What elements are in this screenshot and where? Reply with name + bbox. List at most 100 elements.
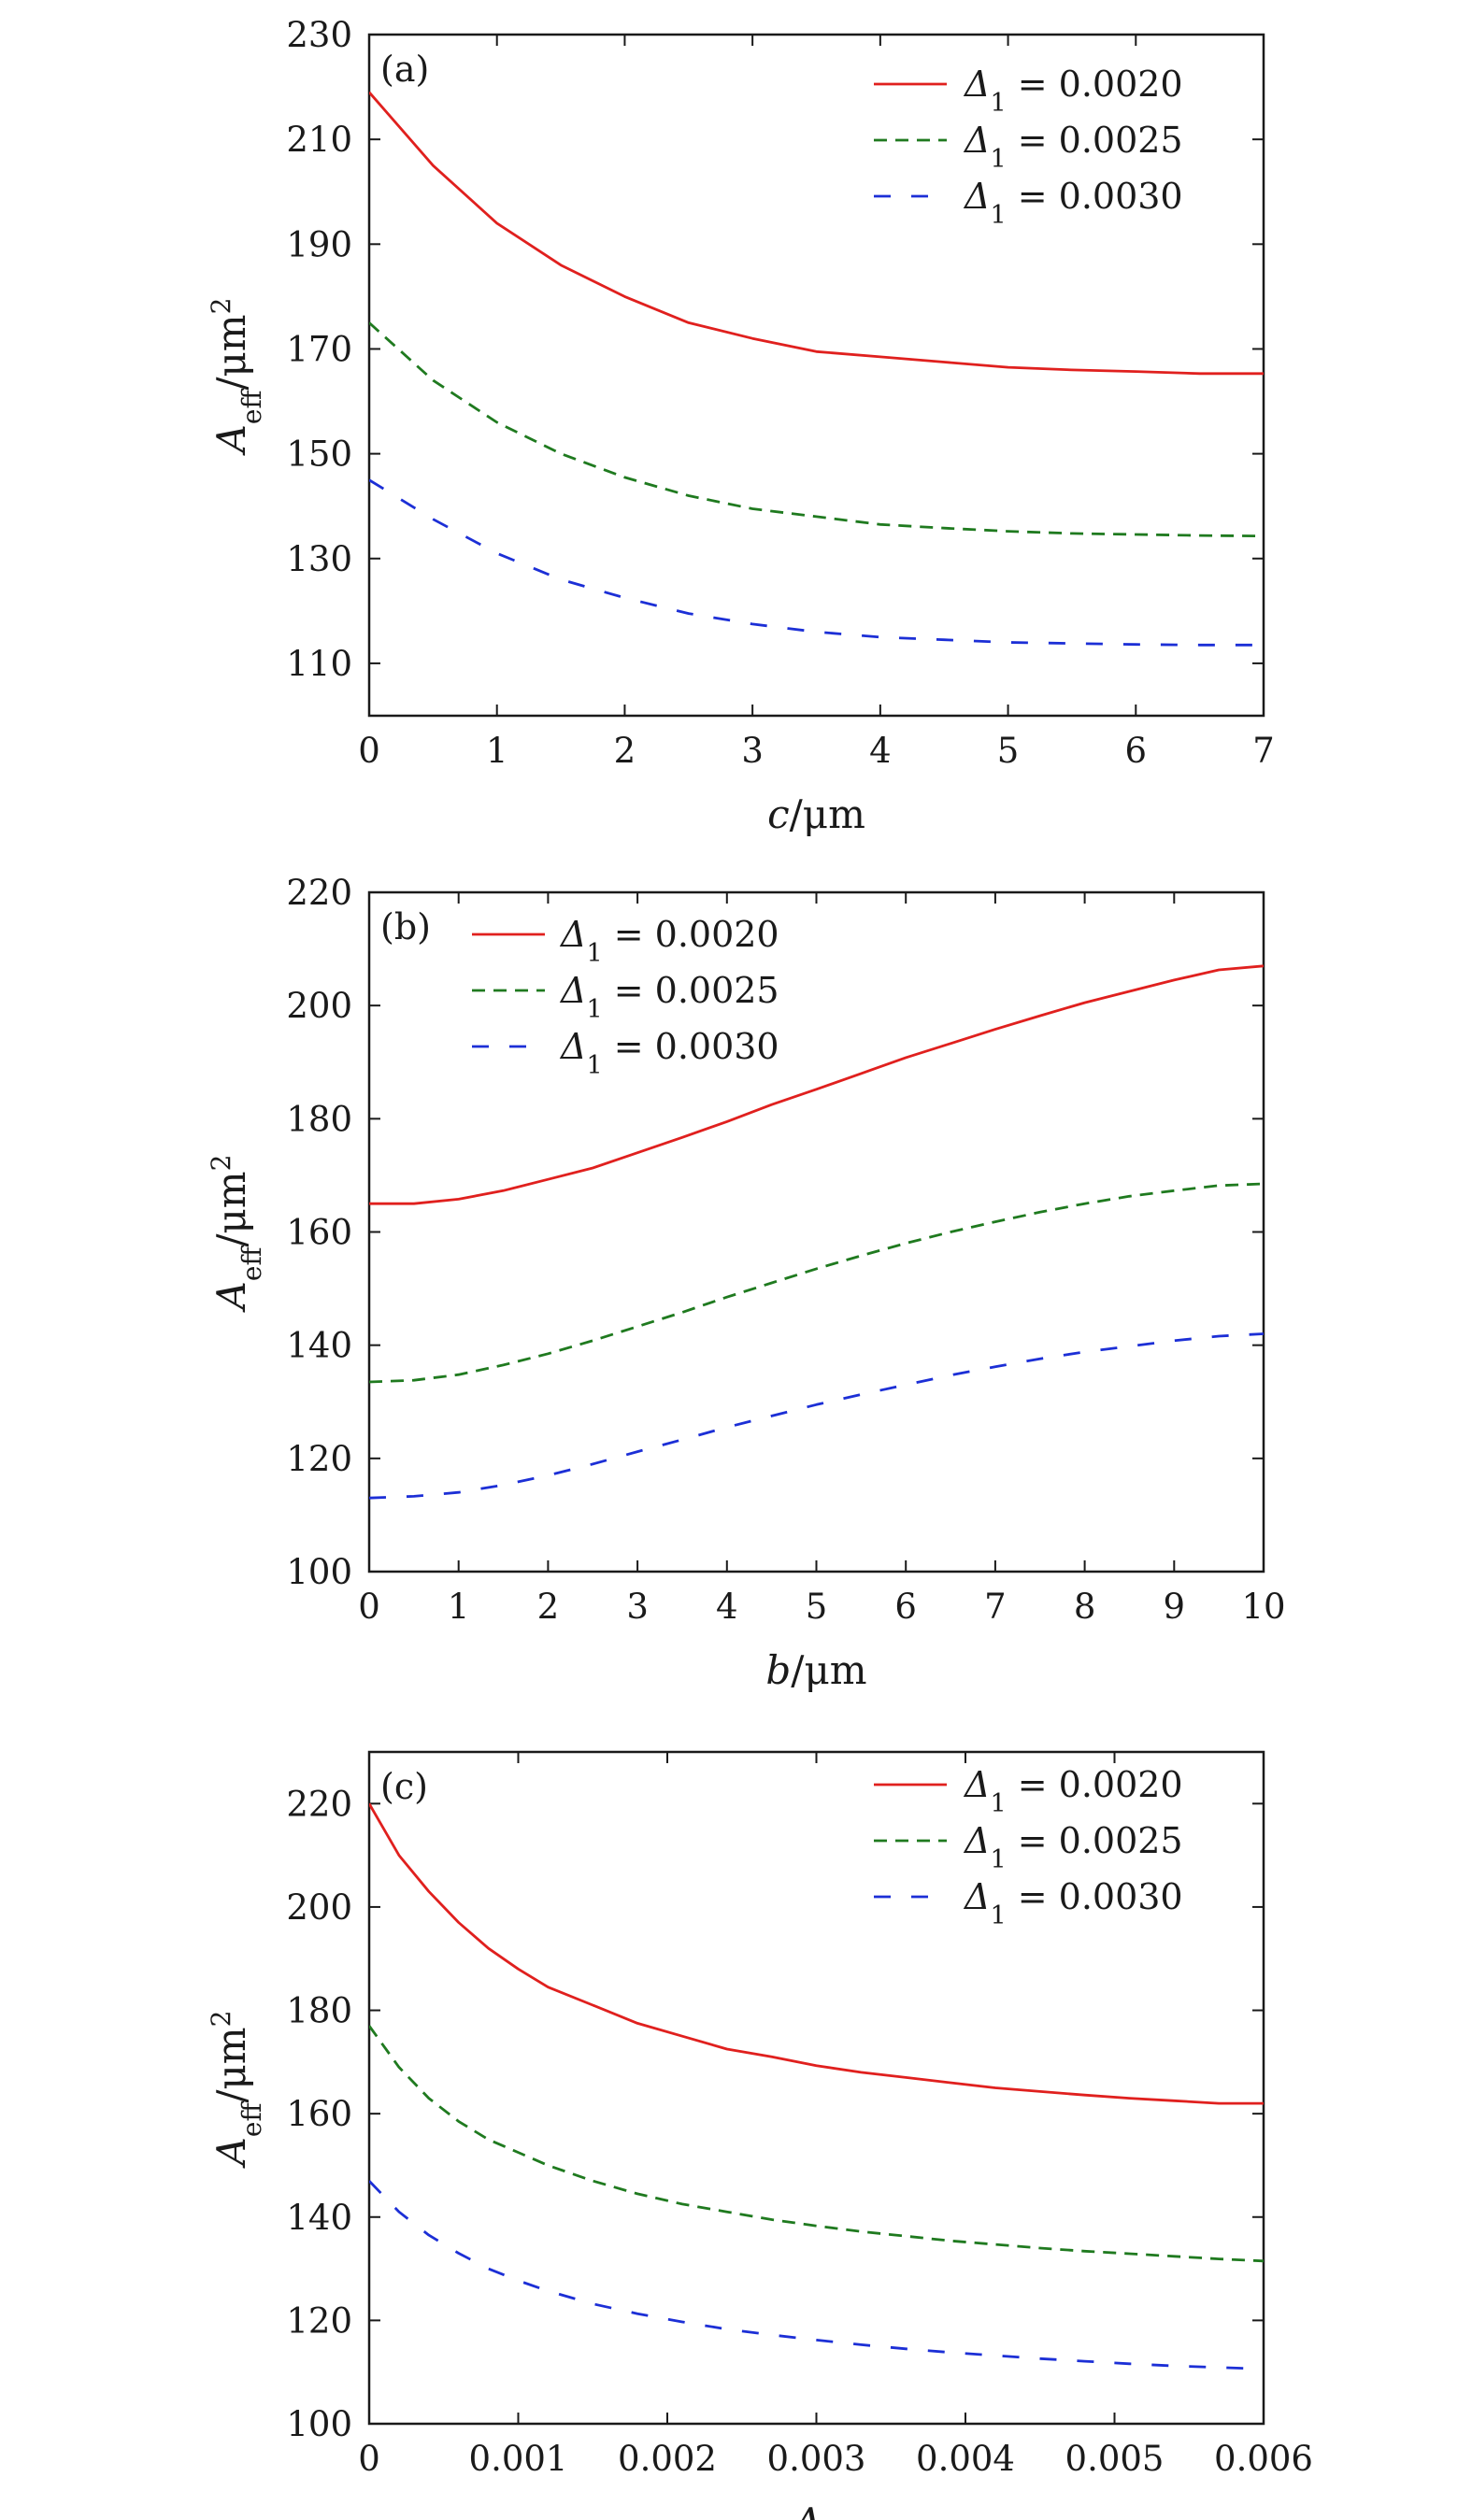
legend-value: = 0.0020 bbox=[1007, 64, 1183, 105]
x-tick-label: 6 bbox=[1125, 731, 1148, 771]
x-tick-label: 6 bbox=[894, 1587, 917, 1627]
legend-sub: 1 bbox=[990, 89, 1006, 118]
legend-value: = 0.0020 bbox=[603, 914, 779, 955]
legend-value: = 0.0025 bbox=[603, 970, 779, 1011]
y-axis-var: A bbox=[208, 424, 254, 456]
chart-panel-1: 0 1 2 3 4 5 6 7110130150170190210230(a)c/μmAeff… bbox=[206, 15, 1275, 837]
x-tick-label: 4 bbox=[716, 1587, 738, 1627]
legend-label-2: Δ1 = 0.0025 bbox=[963, 120, 1183, 174]
legend-value: = 0.0030 bbox=[1007, 1876, 1183, 1917]
legend-sub: 1 bbox=[990, 145, 1006, 174]
legend-label-1: Δ1 = 0.0020 bbox=[963, 1764, 1183, 1818]
legend-var: Δ bbox=[559, 970, 586, 1011]
series-line-1 bbox=[369, 964, 1264, 1205]
y-tick-label: 120 bbox=[286, 1439, 352, 1479]
y-axis-sub: eff bbox=[236, 389, 267, 425]
series-line-1 bbox=[369, 1802, 1264, 2105]
y-tick-label: 160 bbox=[286, 2094, 352, 2134]
y-axis-unit: /μm bbox=[208, 2027, 254, 2102]
series-line-2 bbox=[369, 2025, 1264, 2263]
legend-value: = 0.0025 bbox=[1007, 1820, 1183, 1861]
y-axis-unit: /μm bbox=[208, 314, 254, 390]
y-axis-var: A bbox=[208, 2137, 254, 2169]
x-tick-label: 0.003 bbox=[767, 2439, 866, 2479]
y-axis-label: Aeff/μm2 bbox=[206, 1155, 267, 1314]
legend-var: Δ bbox=[963, 176, 990, 217]
legend-sub: 1 bbox=[990, 1845, 1006, 1874]
y-tick-label: 140 bbox=[286, 2198, 352, 2238]
series-line-3 bbox=[369, 1332, 1264, 1500]
x-axis-unit: /μm bbox=[791, 1647, 866, 1693]
y-tick-label: 100 bbox=[286, 2404, 352, 2444]
legend-label-1: Δ1 = 0.0020 bbox=[559, 914, 779, 968]
x-axis-var: Δ bbox=[792, 2499, 822, 2520]
x-tick-label: 7 bbox=[1252, 731, 1275, 771]
y-axis-sup: 2 bbox=[206, 1155, 236, 1172]
x-tick-label: 0.001 bbox=[469, 2439, 568, 2479]
x-tick-label: 2 bbox=[537, 1587, 560, 1627]
legend-value: = 0.0030 bbox=[603, 1026, 779, 1067]
plot-frame bbox=[367, 33, 1265, 718]
y-tick-label: 180 bbox=[286, 1991, 352, 2031]
x-tick-label: 2 bbox=[614, 731, 636, 771]
y-axis-label: Aeff/μm2 bbox=[206, 298, 267, 457]
panel-label: (a) bbox=[380, 49, 429, 90]
legend-value: = 0.0020 bbox=[1007, 1764, 1183, 1805]
x-tick-label: 9 bbox=[1164, 1587, 1186, 1627]
panel-label: (b) bbox=[380, 906, 431, 947]
legend-var: Δ bbox=[963, 64, 990, 105]
legend-var: Δ bbox=[963, 1876, 990, 1917]
y-tick-label: 100 bbox=[286, 1552, 352, 1592]
legend-var: Δ bbox=[559, 1026, 586, 1067]
y-tick-label: 110 bbox=[286, 644, 352, 684]
series-line-1 bbox=[369, 91, 1264, 376]
legend-value: = 0.0030 bbox=[1007, 176, 1183, 217]
y-tick-label: 130 bbox=[286, 539, 352, 579]
legend-var: Δ bbox=[963, 1820, 990, 1861]
y-tick-label: 200 bbox=[286, 1887, 352, 1928]
x-tick-label: 0.004 bbox=[916, 2439, 1015, 2479]
legend-var: Δ bbox=[963, 1764, 990, 1805]
x-tick-label: 8 bbox=[1074, 1587, 1096, 1627]
legend-label-3: Δ1 = 0.0030 bbox=[963, 1876, 1183, 1930]
x-tick-label: 0 bbox=[358, 2439, 380, 2479]
legend-sub: 1 bbox=[586, 939, 602, 968]
y-tick-label: 190 bbox=[286, 224, 352, 264]
x-tick-label: 3 bbox=[741, 731, 764, 771]
legend-sub: 1 bbox=[990, 1901, 1006, 1930]
x-tick-label: 0 bbox=[358, 1587, 380, 1627]
panel-label: (c) bbox=[380, 1766, 428, 1807]
x-axis-unit: /μm bbox=[790, 791, 865, 837]
x-tick-label: 0.002 bbox=[618, 2439, 717, 2479]
x-tick-label: 0.006 bbox=[1214, 2439, 1313, 2479]
y-tick-label: 220 bbox=[286, 873, 352, 913]
y-tick-label: 160 bbox=[286, 1213, 352, 1253]
y-tick-label: 170 bbox=[286, 329, 352, 369]
x-axis-label: c/μm bbox=[767, 791, 865, 837]
series-line-3 bbox=[369, 478, 1264, 647]
legend-value: = 0.0025 bbox=[1007, 120, 1183, 161]
y-tick-label: 180 bbox=[286, 1099, 352, 1139]
x-tick-label: 5 bbox=[997, 731, 1020, 771]
legend-sub: 1 bbox=[990, 1789, 1006, 1818]
legend-var: Δ bbox=[559, 914, 586, 955]
legend-label-2: Δ1 = 0.0025 bbox=[963, 1820, 1183, 1874]
y-tick-label: 140 bbox=[286, 1326, 352, 1366]
x-tick-label: 7 bbox=[984, 1587, 1007, 1627]
y-tick-label: 120 bbox=[286, 2300, 352, 2341]
y-tick-label: 220 bbox=[286, 1784, 352, 1824]
y-tick-label: 150 bbox=[286, 434, 352, 475]
chart-panel-3: 0 0.001 0.002 0.003 0.004 0.005 0.006 100 120 140… bbox=[206, 1750, 1313, 2520]
y-axis-label: Aeff/μm2 bbox=[206, 2011, 267, 2170]
x-tick-label: 10 bbox=[1241, 1587, 1285, 1627]
chart-panel-2: 0 1 2 3 4 5 6 7 8 9 10 100 120 140 160 180 200 220 (b) b/μm… bbox=[206, 873, 1286, 1693]
legend-label-1: Δ1 = 0.0020 bbox=[963, 64, 1183, 118]
series-line-3 bbox=[369, 2180, 1264, 2371]
series-line-2 bbox=[369, 1182, 1264, 1384]
x-tick-label: 5 bbox=[806, 1587, 828, 1627]
x-tick-label: 0 bbox=[358, 731, 380, 771]
x-tick-label: 0.005 bbox=[1065, 2439, 1165, 2479]
y-axis-unit: /μm bbox=[208, 1171, 254, 1246]
y-axis-sub: eff bbox=[236, 1246, 267, 1282]
